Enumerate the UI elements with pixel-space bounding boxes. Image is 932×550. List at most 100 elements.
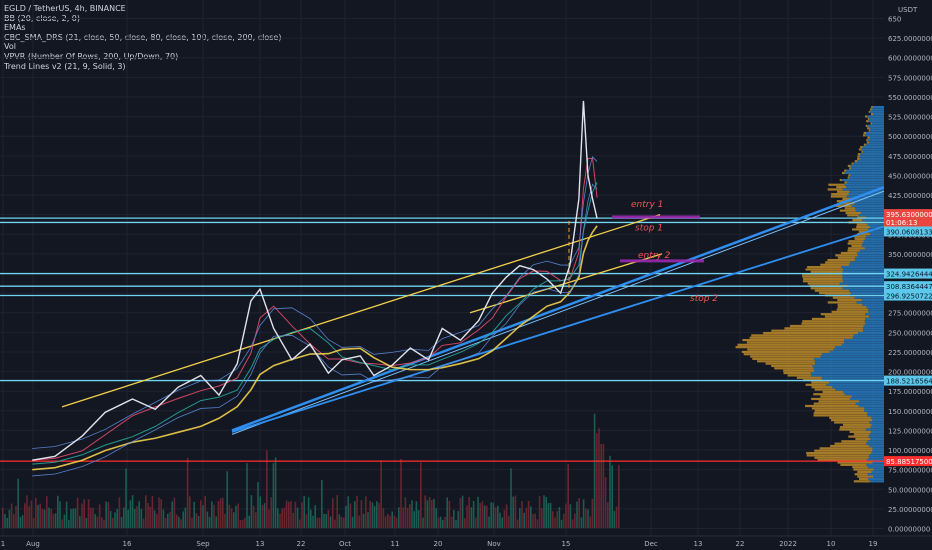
vpvr-down-bar	[811, 287, 843, 289]
volume-bar	[550, 503, 552, 528]
volume-bar	[306, 514, 308, 528]
vpvr-down-bar	[839, 428, 866, 430]
volume-bar	[521, 501, 523, 528]
volume-bar	[323, 514, 325, 528]
vpvr-up-bar	[868, 436, 884, 438]
volume-bar	[50, 509, 52, 528]
volume-bar	[501, 518, 503, 528]
volume-bar	[169, 512, 171, 528]
vpvr-up-bar	[868, 478, 884, 480]
volume-bar	[565, 504, 567, 528]
volume-bar	[563, 514, 565, 528]
volume-bar	[411, 500, 413, 528]
volume-bar	[281, 508, 283, 528]
volume-bar	[455, 520, 457, 528]
vpvr-up-bar	[862, 242, 884, 244]
volume-bar	[365, 496, 367, 528]
volume-bar	[343, 518, 345, 528]
vpvr-up-bar	[865, 318, 884, 320]
vpvr-up-bar	[844, 339, 884, 341]
y-tick-label: 75.00000000	[888, 467, 932, 475]
volume-bar	[468, 497, 470, 528]
vpvr-up-bar	[815, 363, 884, 365]
volume-bar	[611, 465, 613, 528]
volume-bar	[233, 512, 235, 528]
x-tick-label: Sep	[196, 540, 210, 548]
volume-bar	[299, 520, 301, 528]
vpvr-down-bar	[866, 120, 868, 122]
vpvr-up-bar	[869, 454, 884, 456]
vpvr-down-bar	[838, 257, 855, 259]
vpvr-down-bar	[867, 127, 870, 129]
vpvr-up-bar	[850, 165, 884, 167]
y-tick-label: 350.00000000	[888, 251, 932, 259]
vpvr-down-bar	[823, 391, 843, 393]
volume-bar	[160, 499, 162, 528]
volume-bar	[242, 520, 244, 528]
vpvr-down-bar	[860, 146, 862, 148]
volume-bar	[83, 499, 85, 528]
vpvr-up-bar	[811, 372, 884, 374]
vpvr-up-bar	[872, 419, 884, 421]
vpvr-down-bar	[820, 447, 873, 449]
x-tick-label: 10	[827, 540, 836, 548]
vpvr-down-bar	[855, 473, 868, 475]
vpvr-up-bar	[822, 377, 884, 379]
vpvr-up-bar	[866, 132, 884, 134]
volume-bar	[462, 496, 464, 528]
volume-bar	[198, 516, 200, 528]
volume-bar	[292, 513, 294, 528]
vpvr-up-bar	[812, 365, 884, 367]
vpvr-up-bar	[853, 337, 884, 339]
vpvr-up-bar	[868, 139, 884, 141]
vpvr-up-bar	[834, 348, 884, 350]
volume-bar	[77, 498, 79, 528]
vpvr-up-bar	[847, 181, 884, 183]
volume-bar	[11, 504, 13, 528]
vpvr-down-bar	[815, 410, 864, 412]
vpvr-down-bar	[844, 181, 847, 183]
volume-bar	[90, 508, 92, 528]
volume-bar	[354, 501, 356, 528]
volume-bar	[429, 497, 431, 528]
volume-bar	[152, 496, 154, 528]
vpvr-down-bar	[814, 412, 867, 414]
vpvr-down-bar	[807, 454, 869, 456]
vpvr-up-bar	[870, 111, 884, 113]
vpvr-up-bar	[811, 374, 884, 376]
volume-bar	[548, 503, 550, 528]
vpvr-down-bar	[757, 360, 815, 362]
volume-bar	[259, 497, 261, 528]
volume-bar	[246, 463, 248, 528]
volume-bar	[167, 514, 169, 528]
volume-bar	[42, 509, 44, 528]
vpvr-up-bar	[843, 271, 884, 273]
vpvr-down-bar	[784, 327, 863, 329]
vpvr-down-bar	[742, 351, 830, 353]
volume-bar	[383, 508, 385, 528]
volume-bar	[59, 501, 61, 528]
vpvr-up-bar	[861, 212, 884, 214]
vpvr-up-bar	[871, 426, 884, 428]
volume-bar	[176, 514, 178, 528]
vpvr-up-bar	[869, 118, 884, 120]
y-tick-label: 425.00000000	[888, 192, 932, 200]
vpvr-up-bar	[862, 304, 884, 306]
volume-bar	[352, 517, 354, 528]
vpvr-up-bar	[842, 278, 884, 280]
y-tick-label: 150.00000000	[888, 408, 932, 416]
volume-bar	[508, 516, 510, 528]
vpvr-up-bar	[859, 214, 884, 216]
vpvr-up-bar	[858, 254, 884, 256]
vpvr-up-bar	[870, 480, 884, 482]
vpvr-down-bar	[830, 445, 869, 447]
vpvr-down-bar	[870, 108, 872, 110]
vpvr-down-bar	[852, 162, 854, 164]
volume-bar	[552, 511, 554, 528]
vpvr-down-bar	[871, 113, 873, 115]
vpvr-up-bar	[813, 367, 884, 369]
vpvr-up-bar	[845, 184, 884, 186]
volume-bar	[464, 518, 466, 528]
volume-bar	[61, 519, 63, 528]
